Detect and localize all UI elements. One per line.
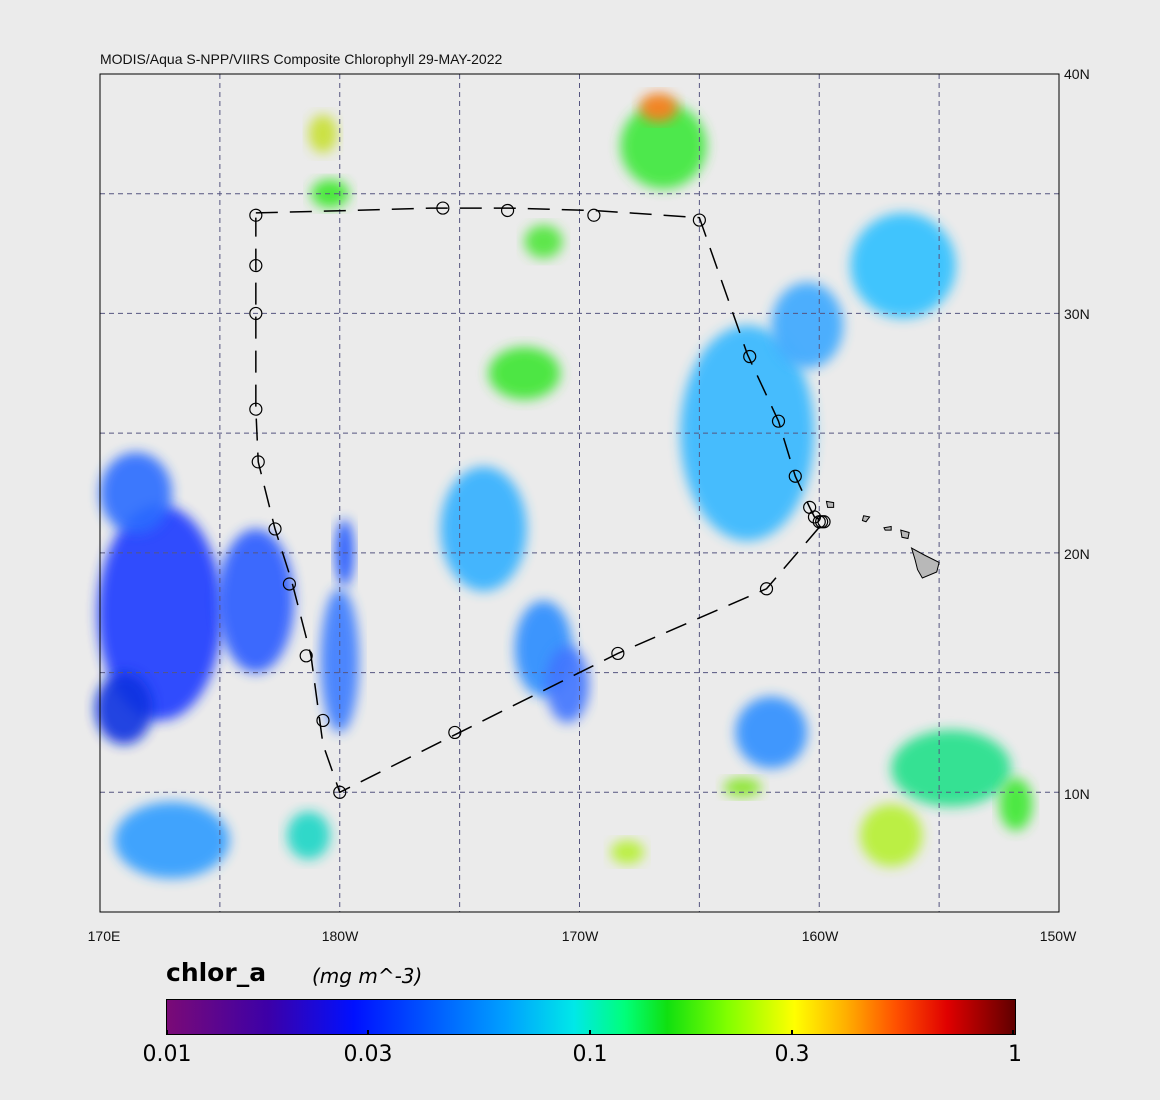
- island: [883, 525, 892, 531]
- colorbar: [166, 999, 1016, 1035]
- chlorophyll-patch: [850, 212, 956, 319]
- station-marker: [436, 201, 450, 215]
- island: [910, 547, 940, 579]
- lat-label-10n: 10N: [1064, 786, 1090, 802]
- chlorophyll-patch: [639, 93, 678, 122]
- station-marker: [692, 213, 706, 227]
- colorbar-units: (mg m^-3): [312, 964, 423, 988]
- chlorophyll-patch: [287, 811, 331, 860]
- map-title: MODIS/Aqua S-NPP/VIIRS Composite Chlorop…: [100, 51, 503, 67]
- colorbar-tick: [367, 1030, 369, 1035]
- station-marker: [759, 582, 774, 596]
- colorbar-tick: [1012, 1030, 1014, 1035]
- lon-label-160w: 160W: [801, 928, 839, 944]
- chlorophyll-patch: [610, 840, 645, 865]
- colorbar-label-0.1: 0.1: [572, 1042, 608, 1067]
- chlorophyll-patch: [860, 804, 923, 867]
- colorbar-label-0.03: 0.03: [343, 1042, 393, 1067]
- station-marker: [448, 725, 462, 740]
- lat-label-30n: 30N: [1064, 306, 1090, 322]
- chlorophyll-patch: [723, 777, 762, 798]
- chlorophyll-patch: [680, 325, 815, 541]
- island: [900, 529, 910, 540]
- chlorophyll-patch: [620, 102, 707, 189]
- chlorophyll-patch: [217, 528, 295, 673]
- chlorophyll-patch: [114, 801, 230, 879]
- station-marker: [771, 414, 786, 428]
- colorbar-variable-name: chlor_a: [166, 958, 267, 987]
- chlorophyll-patch: [308, 114, 338, 154]
- chlorophyll-patch: [97, 504, 223, 721]
- chlorophyll-patch: [735, 696, 808, 769]
- island: [825, 500, 835, 508]
- cruise-stations: [249, 201, 831, 799]
- station-marker: [587, 208, 601, 222]
- station-marker: [611, 646, 625, 661]
- station-marker: [249, 306, 263, 321]
- station-marker: [500, 203, 515, 218]
- station-marker: [251, 455, 265, 469]
- station-marker: [249, 258, 263, 273]
- station-marker: [743, 349, 757, 364]
- hawaii-islands: [825, 500, 940, 579]
- colorbar-label-0.01: 0.01: [142, 1042, 192, 1067]
- station-marker: [333, 785, 347, 799]
- station-marker: [249, 208, 263, 222]
- chlorophyll-patch: [999, 777, 1033, 831]
- island: [861, 515, 871, 523]
- lon-label-170w: 170W: [561, 928, 599, 944]
- chlorophyll-patch: [99, 452, 172, 534]
- map-frame: [99, 73, 1060, 913]
- station-marker: [299, 649, 313, 663]
- station-marker: [316, 713, 330, 728]
- graticule: [100, 74, 1059, 912]
- colorbar-tick: [589, 1030, 591, 1035]
- colorbar-tick: [791, 1030, 793, 1035]
- chlorophyll-patch: [488, 346, 561, 400]
- chlorophyll-patch: [440, 466, 527, 592]
- station-marker: [249, 402, 263, 416]
- chlorophyll-patch: [545, 646, 590, 723]
- colorbar-label-1: 1: [1008, 1042, 1022, 1067]
- chlorophyll-patch: [524, 224, 563, 259]
- station-marker: [817, 515, 831, 529]
- lon-label-180w: 180W: [321, 928, 359, 944]
- station-marker: [282, 577, 297, 591]
- station-marker: [788, 469, 802, 483]
- colorbar-tick: [166, 1030, 168, 1035]
- colorbar-label-0.3: 0.3: [774, 1042, 810, 1067]
- chlorophyll-patch: [95, 672, 153, 745]
- chlorophyll-patch: [771, 282, 844, 369]
- chlorophyll-patches: [95, 93, 1033, 879]
- lat-label-40n: 40N: [1064, 66, 1090, 82]
- lon-label-150w: 150W: [1039, 928, 1077, 944]
- lon-label-170e: 170E: [87, 928, 121, 944]
- station-marker: [268, 522, 282, 536]
- lat-label-20n: 20N: [1064, 546, 1090, 562]
- chlorophyll-patch: [891, 730, 1012, 807]
